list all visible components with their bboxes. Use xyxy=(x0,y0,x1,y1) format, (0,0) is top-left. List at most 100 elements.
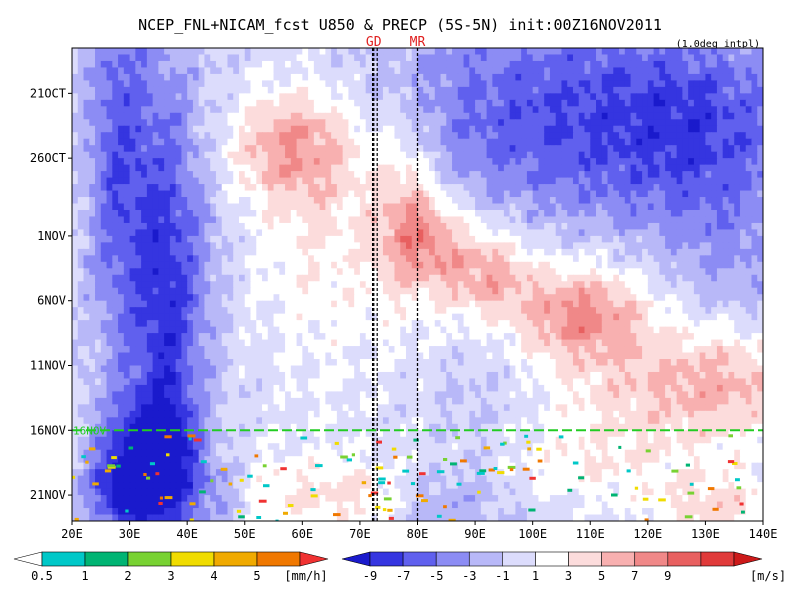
u850-cell xyxy=(250,255,257,263)
u850-cell xyxy=(238,138,246,146)
u850-cell xyxy=(728,261,735,269)
u850-cell xyxy=(613,164,620,172)
u850-cell xyxy=(659,184,666,192)
u850-cell xyxy=(302,54,309,62)
u850-cell xyxy=(463,281,470,289)
u850-cell xyxy=(705,216,712,224)
u850-cell xyxy=(682,164,689,172)
u850-cell xyxy=(192,106,200,114)
u850-cell xyxy=(118,216,125,224)
u850-cell xyxy=(734,158,741,166)
u850-cell xyxy=(411,281,419,289)
u850-cell xyxy=(262,274,269,282)
u850-cell xyxy=(164,300,171,308)
u850-cell xyxy=(215,106,223,114)
u850-cell xyxy=(342,106,349,114)
u850-cell xyxy=(653,222,660,231)
u850-cell xyxy=(757,274,763,282)
u850-cell xyxy=(423,67,430,75)
u850-cell xyxy=(405,300,413,308)
u850-cell xyxy=(751,281,758,289)
u850-cell xyxy=(336,261,344,269)
u850-cell xyxy=(244,93,252,101)
u850-cell xyxy=(526,145,534,153)
u850-cell xyxy=(469,235,476,243)
u850-cell xyxy=(734,216,741,224)
u850-cell xyxy=(705,158,712,166)
u850-cell xyxy=(728,60,735,69)
u850-cell xyxy=(221,248,229,256)
u850-cell xyxy=(95,209,102,218)
u850-cell xyxy=(152,216,159,224)
u850-cell xyxy=(365,261,373,269)
u850-cell xyxy=(642,67,649,75)
u850-cell xyxy=(290,229,298,237)
u850-cell xyxy=(227,151,234,159)
u850-cell xyxy=(642,93,649,101)
u850-cell xyxy=(262,216,269,224)
u850-cell xyxy=(77,184,85,192)
u850-cell xyxy=(665,99,672,107)
u850-cell xyxy=(215,242,223,250)
u850-cell xyxy=(515,248,522,256)
u850-cell xyxy=(440,235,447,243)
u850-cell xyxy=(215,294,223,302)
u850-cell xyxy=(77,119,85,127)
u850-cell xyxy=(544,93,551,101)
u850-cell xyxy=(296,145,303,153)
u850-field xyxy=(72,48,763,521)
u850-cell xyxy=(169,190,177,198)
u850-cell xyxy=(267,73,275,81)
u850-cell xyxy=(181,184,188,192)
u850-cell xyxy=(83,313,90,321)
u850-cell xyxy=(480,54,488,62)
u850-cell xyxy=(72,138,79,146)
u850-cell xyxy=(711,229,718,237)
u850-cell xyxy=(221,197,229,205)
u850-cell xyxy=(590,145,597,153)
u850-cell xyxy=(164,235,171,243)
u850-cell xyxy=(653,268,660,276)
u850-cell xyxy=(187,261,194,269)
u850-cell xyxy=(601,261,609,269)
u850-cell xyxy=(89,73,96,81)
u850-cell xyxy=(169,119,177,127)
u850-cell xyxy=(688,255,695,263)
u850-cell xyxy=(365,48,373,56)
u850-cell xyxy=(601,119,609,127)
u850-cell xyxy=(192,307,200,315)
u850-cell xyxy=(106,307,113,315)
u850-cell xyxy=(699,99,707,107)
u850-cell xyxy=(503,125,511,133)
u850-cell xyxy=(452,209,459,218)
u850-cell xyxy=(187,145,194,153)
u850-cell xyxy=(716,54,724,62)
u850-cell xyxy=(613,294,620,302)
u850-cell xyxy=(181,229,188,237)
u850-cell xyxy=(607,287,614,295)
u850-cell xyxy=(89,294,96,302)
u850-cell xyxy=(659,216,666,224)
u850-cell xyxy=(204,151,211,159)
u850-cell xyxy=(417,222,424,231)
u850-cell xyxy=(665,80,672,88)
u850-cell xyxy=(572,255,580,263)
u850-cell xyxy=(642,287,649,295)
u850-cell xyxy=(89,93,96,101)
u850-cell xyxy=(371,48,378,56)
u850-cell xyxy=(129,248,136,256)
u850-cell xyxy=(532,48,540,56)
u850-cell xyxy=(561,73,568,81)
u850-cell xyxy=(544,287,551,295)
u850-cell xyxy=(221,209,229,218)
u850-cell xyxy=(256,203,263,211)
u850-cell xyxy=(699,138,707,146)
u850-cell xyxy=(492,222,499,231)
u850-cell xyxy=(659,138,666,146)
u850-cell xyxy=(757,203,763,211)
u850-cell xyxy=(469,190,476,198)
u850-cell xyxy=(601,197,609,205)
u850-cell xyxy=(584,255,591,263)
u850-cell xyxy=(400,242,407,250)
u850-cell xyxy=(354,281,361,289)
